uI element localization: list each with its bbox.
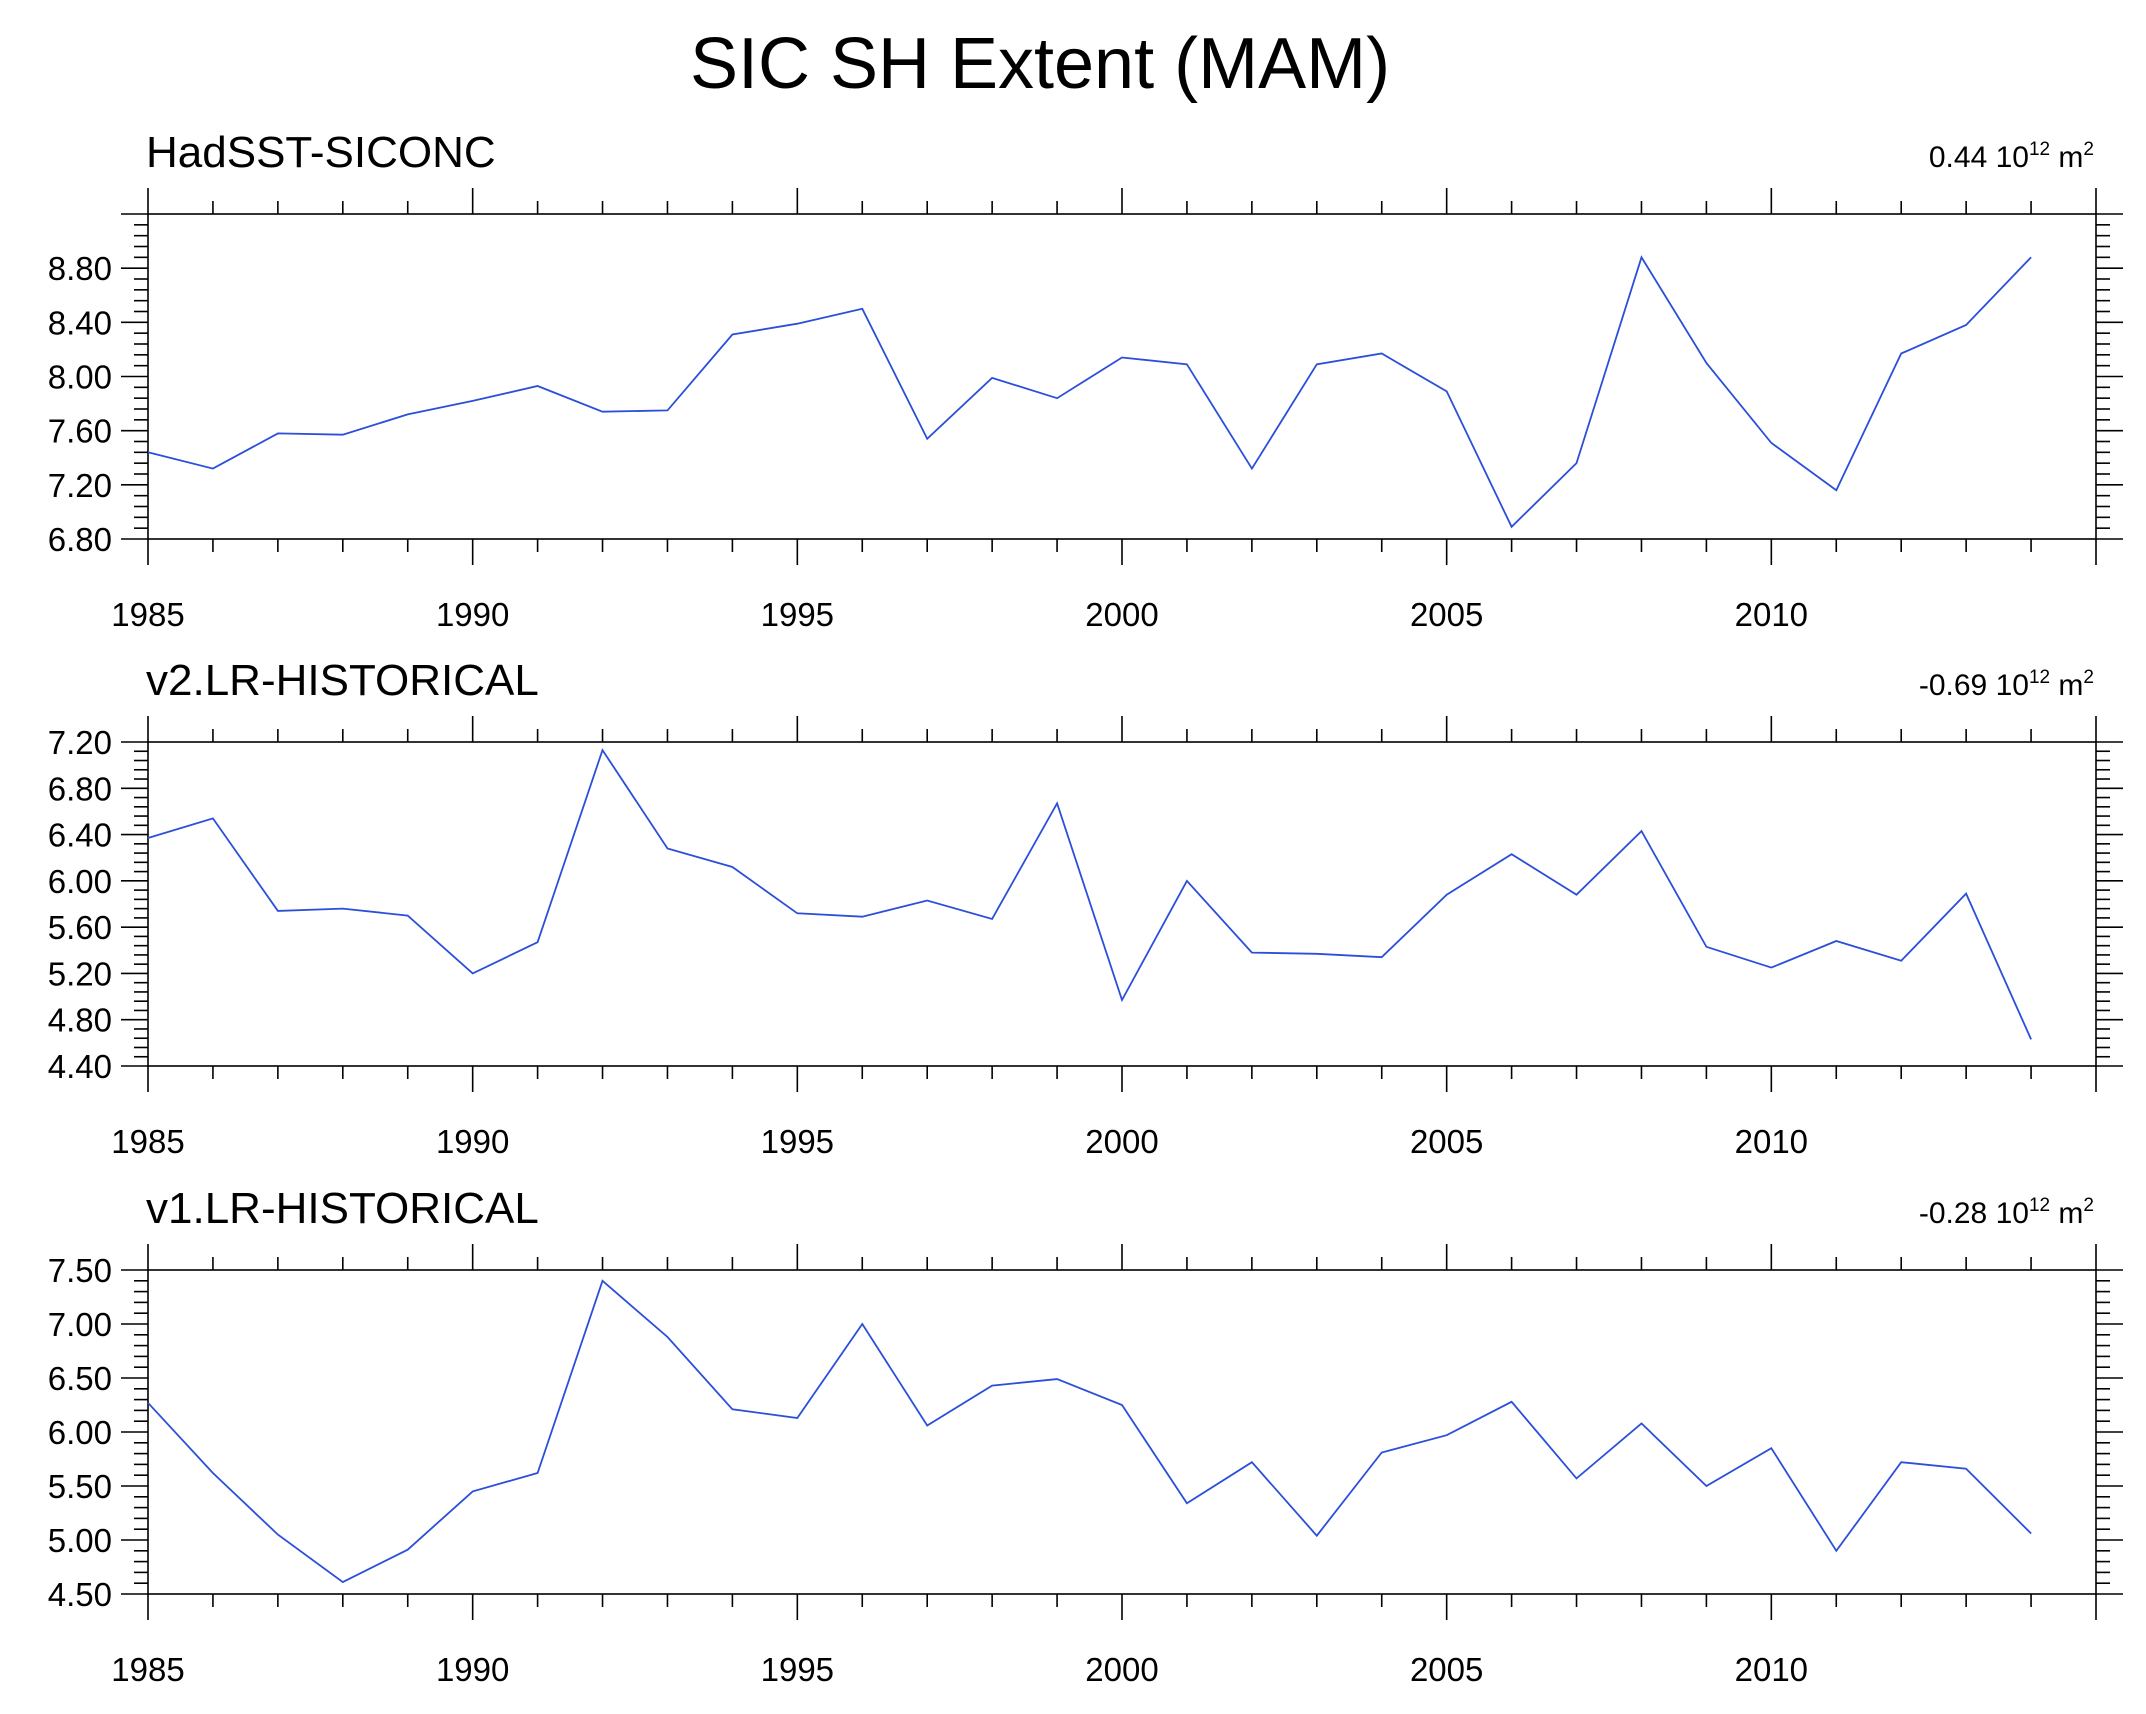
y-tick-label: 5.20 [48, 955, 112, 992]
x-tick-label: 1985 [111, 1123, 184, 1160]
panel-2: v2.LR-HISTORICAL -0.69 1012 m2 1985 1990 199… [48, 656, 2123, 1160]
y-tick-label: 6.00 [48, 1414, 112, 1451]
panel-1: HadSST-SICONC 0.44 1012 m2 1985 1990 1995 200… [48, 128, 2123, 633]
y-tick-label: 7.00 [48, 1306, 112, 1343]
plot-frame [147, 213, 2097, 540]
trend-unit: m [2050, 141, 2083, 174]
trend-unit-exponent: 2 [2083, 1195, 2094, 1216]
panel-trend-value: -0.69 1012 m2 [1919, 667, 2094, 702]
panel-title: HadSST-SICONC [146, 128, 496, 177]
y-tick-label: 7.50 [48, 1252, 112, 1289]
panel-title: v2.LR-HISTORICAL [146, 656, 539, 705]
y-tick-label: 5.00 [48, 1522, 112, 1559]
y-tick-label: 8.00 [48, 359, 112, 396]
y-tick-label: 5.50 [48, 1468, 112, 1505]
x-tick-label: 1995 [761, 596, 834, 633]
x-tick-label: 1985 [111, 1651, 184, 1688]
x-tick-label: 2010 [1735, 1651, 1808, 1688]
x-tick-label: 2010 [1735, 1123, 1808, 1160]
plot-frame [147, 741, 2097, 1067]
x-tick-label: 2000 [1085, 596, 1158, 633]
trend-exponent: 12 [2029, 667, 2050, 688]
y-tick-label: 8.40 [48, 304, 112, 341]
x-tick-label: 2005 [1410, 596, 1483, 633]
y-tick-label: 6.50 [48, 1360, 112, 1397]
x-tick-label: 2010 [1735, 596, 1808, 633]
panel-trend-value: 0.44 1012 m2 [1929, 139, 2094, 174]
trend-unit-exponent: 2 [2083, 139, 2094, 160]
y-tick-label: 7.20 [48, 724, 112, 761]
figure-title: SIC SH Extent (MAM) [690, 24, 1390, 104]
x-tick-label: 1985 [111, 596, 184, 633]
x-tick-label: 1990 [436, 1123, 509, 1160]
y-tick-label: 6.80 [48, 770, 112, 807]
trend-exponent: 12 [2029, 1195, 2050, 1216]
trend-exponent: 12 [2029, 139, 2050, 160]
x-tick-label: 2000 [1085, 1123, 1158, 1160]
y-tick-label: 6.80 [48, 521, 112, 558]
trend-unit: m [2050, 1197, 2083, 1230]
trend-value-text: -0.28 10 [1919, 1197, 2029, 1230]
y-tick-label: 7.20 [48, 467, 112, 504]
y-tick-label: 8.80 [48, 250, 112, 287]
plot-frame [147, 1269, 2097, 1595]
series-line [147, 1279, 2032, 1584]
x-tick-label: 2000 [1085, 1651, 1158, 1688]
trend-value-text: -0.69 10 [1919, 669, 2029, 702]
panel-3: v1.LR-HISTORICAL -0.28 1012 m2 1985 1990 199… [48, 1184, 2123, 1688]
y-tick-label: 4.80 [48, 1002, 112, 1039]
y-tick-label: 6.00 [48, 863, 112, 900]
y-tick-label: 7.60 [48, 413, 112, 450]
x-tick-label: 1990 [436, 596, 509, 633]
panel-trend-value: -0.28 1012 m2 [1919, 1195, 2094, 1230]
series-line [147, 748, 2032, 1040]
panel-title: v1.LR-HISTORICAL [146, 1184, 539, 1233]
x-tick-label: 1995 [761, 1123, 834, 1160]
series-line [147, 255, 2032, 529]
y-tick-label: 4.50 [48, 1576, 112, 1613]
y-tick-label: 6.40 [48, 817, 112, 854]
x-tick-label: 1990 [436, 1651, 509, 1688]
trend-unit-exponent: 2 [2083, 667, 2094, 688]
y-tick-label: 5.60 [48, 909, 112, 946]
trend-value-text: 0.44 10 [1929, 141, 2029, 174]
x-tick-label: 1995 [761, 1651, 834, 1688]
x-tick-label: 2005 [1410, 1651, 1483, 1688]
x-tick-label: 2005 [1410, 1123, 1483, 1160]
y-tick-label: 4.40 [48, 1048, 112, 1085]
trend-unit: m [2050, 669, 2083, 702]
